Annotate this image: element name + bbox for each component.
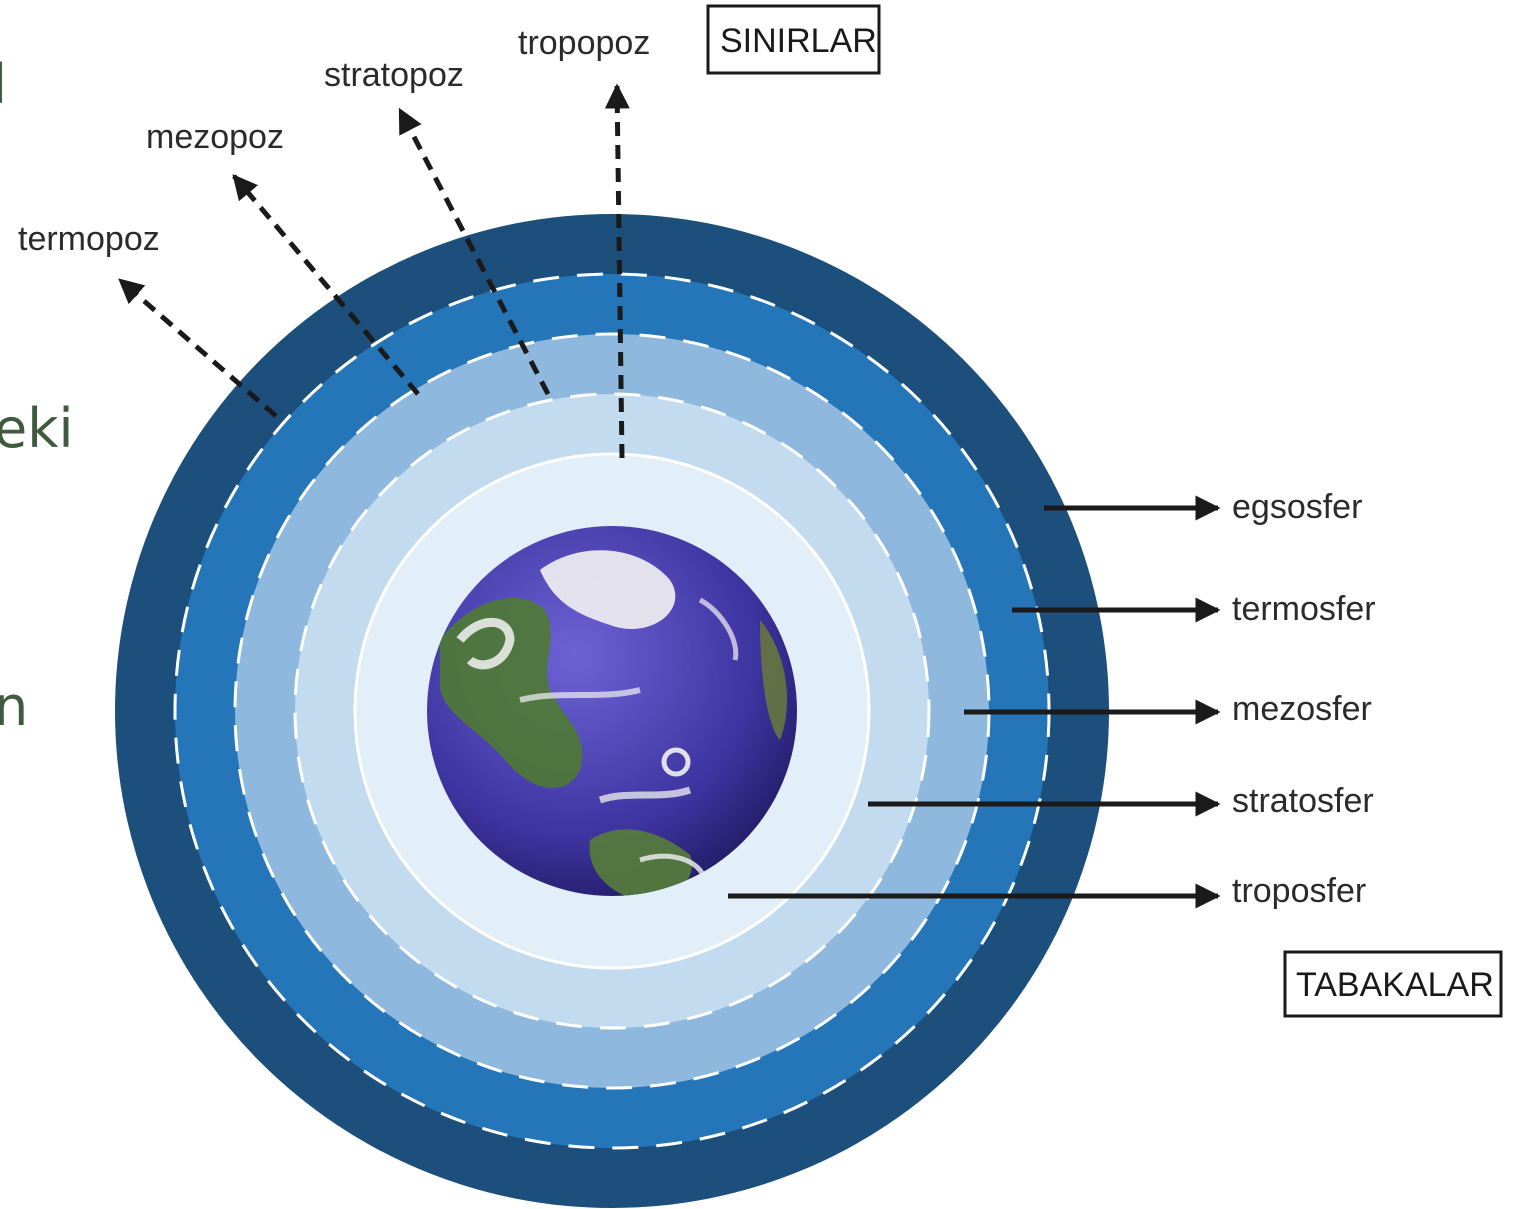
layer-label-mezosfer: mezosfer (1232, 690, 1372, 728)
slide-text-fragment: n (0, 675, 29, 738)
arrow-tropopoz (604, 83, 630, 459)
slide-text-fragment: eki (0, 397, 74, 460)
boundaries-heading: SINIRLAR (720, 22, 877, 60)
layers-heading-box: TABAKALAR (1283, 950, 1503, 1018)
layer-label-egsosfer: egsosfer (1232, 488, 1362, 526)
slide-text-fragment: l (0, 58, 7, 112)
layer-label-termosfer: termosfer (1232, 590, 1376, 628)
boundary-line-tropopoz (353, 452, 871, 970)
layer-label-stratosfer: stratosfer (1232, 782, 1374, 820)
arrow-stratopoz (397, 107, 551, 396)
earth-icon (427, 526, 797, 896)
boundary-label-termopoz: termopoz (18, 220, 160, 258)
arrow-termopoz (118, 278, 278, 418)
boundaries-heading-box: SINIRLAR (706, 4, 881, 75)
boundary-label-stratopoz: stratopoz (324, 56, 464, 94)
layers-heading: TABAKALAR (1296, 966, 1494, 1004)
boundary-label-tropopoz: tropopoz (518, 24, 650, 62)
arrow-mezopoz (232, 174, 420, 396)
layer-label-troposfer: troposfer (1232, 872, 1366, 910)
boundary-line-stratopoz (293, 392, 931, 1030)
boundary-label-mezopoz: mezopoz (146, 118, 284, 156)
